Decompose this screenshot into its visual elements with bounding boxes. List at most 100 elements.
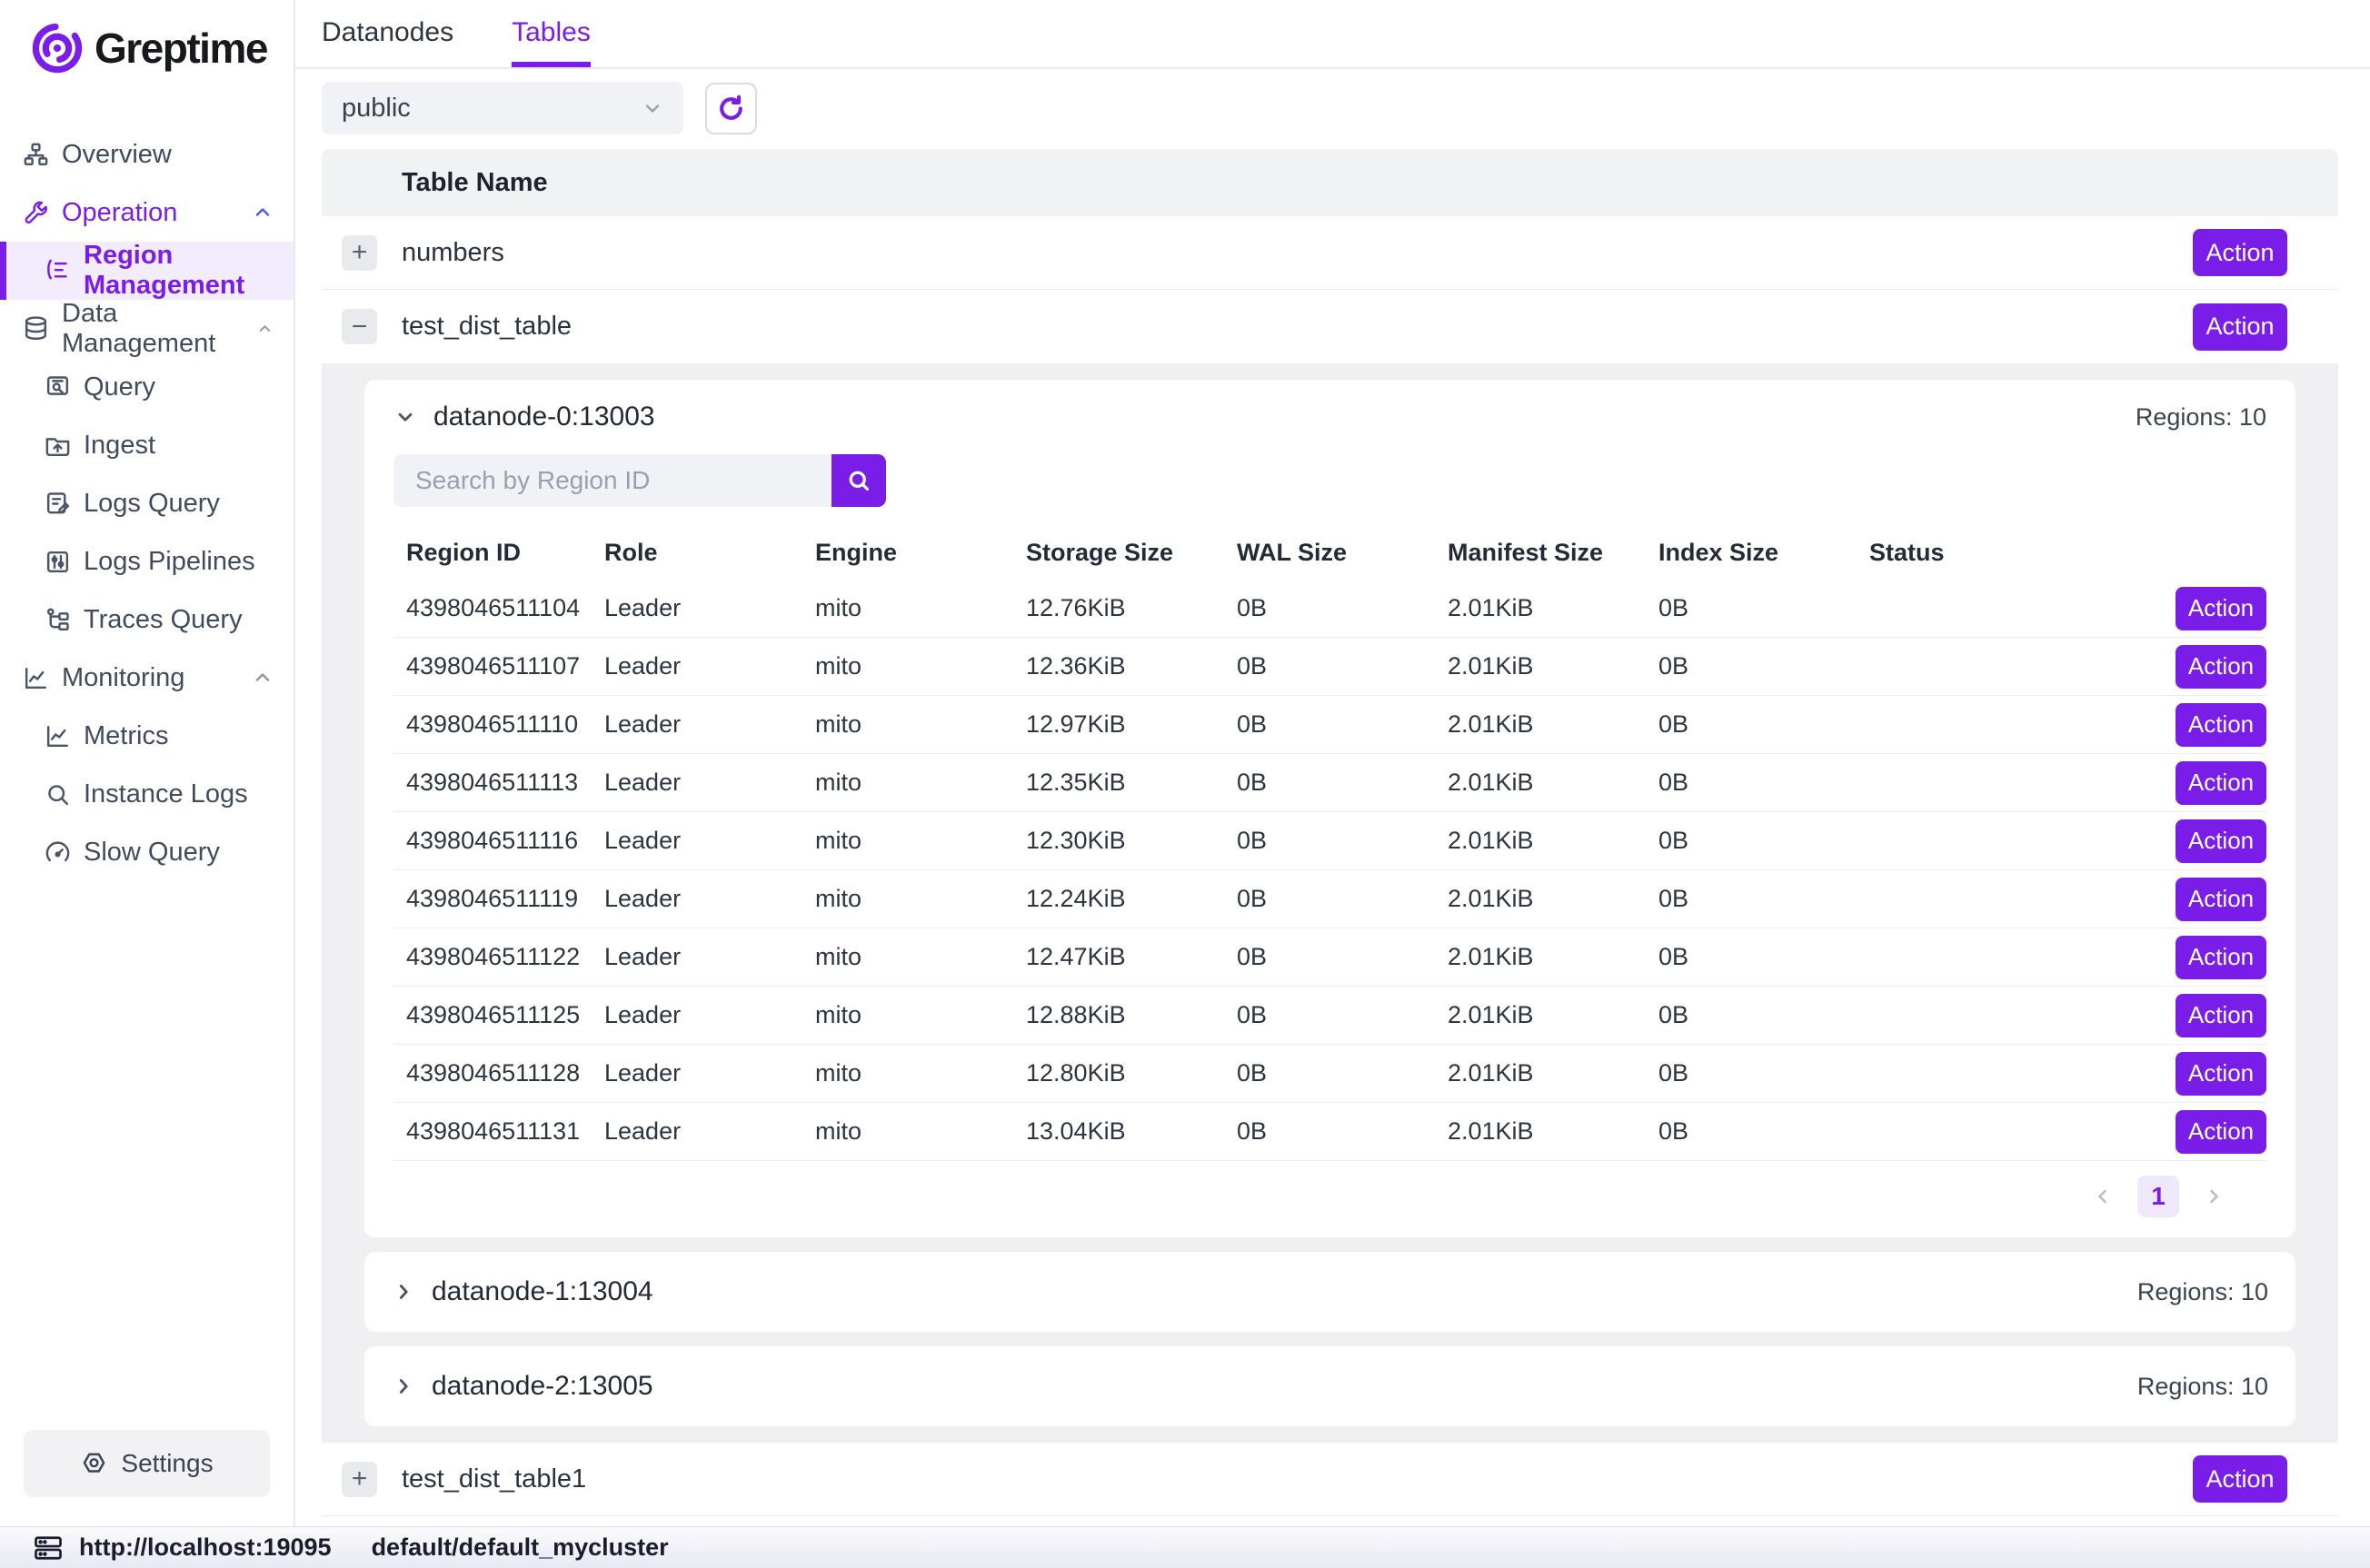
region-id: 4398046511128: [406, 1059, 581, 1087]
datanode-2-header[interactable]: datanode-2:13005 Regions: 10: [392, 1371, 2268, 1402]
sidebar-item-label: Data Management: [62, 299, 216, 358]
region-search-button[interactable]: [831, 454, 886, 507]
action-button[interactable]: Action: [2193, 229, 2287, 276]
page-prev-icon[interactable]: [2092, 1186, 2114, 1207]
region-action-button[interactable]: Action: [2176, 760, 2266, 805]
sidebar-item-overview[interactable]: Overview: [0, 125, 294, 184]
region-action-button[interactable]: Action: [2176, 935, 2266, 979]
region-search-input[interactable]: [393, 454, 831, 507]
region-action-button[interactable]: Action: [2176, 1109, 2266, 1154]
region-engine: mito: [815, 769, 862, 796]
region-engine: mito: [815, 1117, 862, 1145]
sidebar-item-label: Region Management: [84, 241, 245, 300]
file-search-icon: [46, 375, 69, 395]
table-name: test_dist_table1: [402, 1464, 587, 1494]
chart-line-icon: [25, 667, 47, 689]
schema-select[interactable]: public: [322, 82, 683, 134]
action-button[interactable]: Action: [2193, 1455, 2287, 1503]
region-role: Leader: [604, 1059, 682, 1087]
datanode-card-2[interactable]: datanode-2:13005 Regions: 10: [364, 1346, 2295, 1426]
tab-datanodes[interactable]: Datanodes: [322, 0, 453, 67]
sidebar-item-slow-query[interactable]: Slow Query: [0, 823, 294, 881]
page-next-icon[interactable]: [2203, 1186, 2225, 1207]
sidebar-item-label: Overview: [62, 139, 172, 169]
sidebar-item-ingest[interactable]: Ingest: [0, 416, 294, 474]
region-index-size: 0B: [1658, 710, 1689, 738]
region-action-button[interactable]: Action: [2176, 644, 2266, 689]
col-storage-size: Storage Size: [1026, 538, 1174, 566]
datanode-1-header[interactable]: datanode-1:13004 Regions: 10: [392, 1276, 2268, 1307]
tab-tables[interactable]: Tables: [512, 0, 591, 67]
region-engine: mito: [815, 943, 862, 970]
server-url[interactable]: http://localhost:19095: [32, 1532, 332, 1564]
region-id: 4398046511122: [406, 943, 581, 970]
region-role: Leader: [604, 652, 682, 680]
status-bar: http://localhost:19095 default/default_m…: [0, 1526, 2370, 1568]
region-action-button[interactable]: Action: [2176, 702, 2266, 747]
region-row: 4398046511116 Leader mito 12.30KiB 0B 2.…: [393, 812, 2266, 870]
region-role: Leader: [604, 1001, 682, 1028]
expand-button[interactable]: +: [342, 1461, 377, 1497]
region-manifest-size: 2.01KiB: [1448, 1001, 1534, 1028]
region-table-body: 4398046511104 Leader mito 12.76KiB 0B 2.…: [393, 580, 2266, 1161]
chevron-up-icon[interactable]: [252, 667, 274, 689]
region-id: 4398046511107: [406, 652, 581, 680]
collapse-button[interactable]: −: [342, 309, 377, 344]
datanode-card-1[interactable]: datanode-1:13004 Regions: 10: [364, 1252, 2295, 1332]
sidebar-item-data-management[interactable]: Data Management: [0, 299, 294, 358]
chevron-down-icon: [645, 104, 660, 113]
sidebar-item-label: Logs Pipelines: [84, 546, 255, 576]
expand-button[interactable]: +: [342, 234, 377, 271]
region-id: 4398046511110: [406, 710, 579, 738]
settings-button[interactable]: Settings: [24, 1430, 270, 1497]
chevron-up-icon[interactable]: [252, 202, 274, 223]
region-index-size: 0B: [1658, 769, 1689, 796]
sidebar-item-logs-pipelines[interactable]: Logs Pipelines: [0, 532, 294, 590]
region-manifest-size: 2.01KiB: [1448, 885, 1534, 912]
region-row: 4398046511113 Leader mito 12.35KiB 0B 2.…: [393, 754, 2266, 812]
region-action-button[interactable]: Action: [2176, 993, 2266, 1037]
sidebar-item-label: Ingest: [84, 430, 155, 460]
refresh-button[interactable]: [705, 82, 757, 134]
region-index-size: 0B: [1658, 943, 1689, 970]
sidebar-item-traces-query[interactable]: Traces Query: [0, 590, 294, 649]
region-manifest-size: 2.01KiB: [1448, 710, 1534, 738]
table-name: numbers: [402, 237, 504, 267]
region-index-size: 0B: [1658, 885, 1689, 912]
datanode-card-0: datanode-0:13003 Regions: 10: [364, 380, 2295, 1237]
column-header-label: Table Name: [402, 167, 548, 197]
region-wal-size: 0B: [1237, 943, 1268, 970]
sidebar-item-logs-query[interactable]: Logs Query: [0, 474, 294, 532]
region-manifest-size: 2.01KiB: [1448, 1117, 1534, 1145]
region-storage-size: 12.30KiB: [1026, 827, 1126, 854]
chevron-up-icon[interactable]: [256, 318, 274, 340]
wrench-icon: [25, 201, 47, 223]
sidebar-item-label: Traces Query: [84, 604, 243, 634]
region-action-button[interactable]: Action: [2176, 586, 2266, 630]
sliders-icon: [46, 551, 69, 572]
datanode-zone: datanode-0:13003 Regions: 10: [322, 363, 2338, 1443]
region-role: Leader: [604, 594, 682, 621]
action-button[interactable]: Action: [2193, 303, 2287, 351]
table-name: test_dist_table: [402, 312, 573, 341]
region-action-button[interactable]: Action: [2176, 1051, 2266, 1096]
region-index-size: 0B: [1658, 1059, 1689, 1087]
sidebar-item-region-management[interactable]: Region Management: [0, 241, 294, 300]
sidebar-item-instance-logs[interactable]: Instance Logs: [0, 765, 294, 823]
sidebar-item-operation[interactable]: Operation: [0, 184, 294, 242]
sidebar-item-label: Monitoring: [62, 662, 185, 692]
region-id: 4398046511116: [406, 827, 579, 854]
region-storage-size: 12.88KiB: [1026, 1001, 1126, 1028]
region-engine: mito: [815, 1001, 862, 1028]
region-index-size: 0B: [1658, 1001, 1689, 1028]
datanode-0-header[interactable]: datanode-0:13003 Regions: 10: [393, 402, 2266, 432]
sidebar-item-metrics[interactable]: Metrics: [0, 707, 294, 765]
sidebar-item-label: Logs Query: [84, 488, 220, 518]
sidebar-item-monitoring[interactable]: Monitoring: [0, 649, 294, 707]
page-number-current[interactable]: 1: [2137, 1176, 2179, 1217]
region-manifest-size: 2.01KiB: [1448, 652, 1534, 680]
region-action-button[interactable]: Action: [2176, 819, 2266, 863]
brand-logo: Greptime: [0, 0, 294, 93]
region-action-button[interactable]: Action: [2176, 877, 2266, 921]
sidebar-item-query[interactable]: Query: [0, 358, 294, 416]
